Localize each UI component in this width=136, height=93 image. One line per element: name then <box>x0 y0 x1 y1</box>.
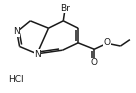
Text: HCl: HCl <box>8 75 23 84</box>
Text: O: O <box>91 58 98 68</box>
Text: N: N <box>13 27 20 36</box>
Text: O: O <box>103 38 111 47</box>
Text: N: N <box>34 50 41 59</box>
Text: Br: Br <box>60 4 70 13</box>
